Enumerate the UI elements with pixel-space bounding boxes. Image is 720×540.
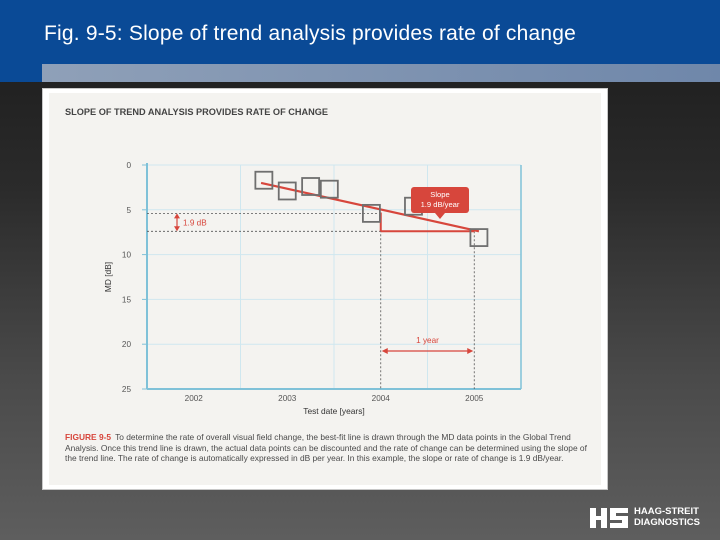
x-tick-label: 2003: [278, 394, 297, 403]
delta-db-label: 1.9 dB: [183, 218, 207, 227]
data-point: [361, 203, 381, 223]
slope-callout-pointer: [435, 213, 445, 219]
y-tick-label: 0: [126, 161, 131, 170]
slope-callout-box: [411, 187, 469, 213]
data-point: [277, 181, 297, 201]
figure-caption: FIGURE 9-5 To determine the rate of overa…: [65, 432, 589, 464]
slope-callout-line1: Slope: [430, 190, 449, 199]
y-tick-label: 5: [126, 206, 131, 215]
one-year-arrow-head-right: [467, 348, 474, 354]
axis-layer: 0 5 10 15 20 25 2002 2003 2004 2005 Test date [yea…: [103, 161, 522, 416]
one-year-arrow-head-left: [381, 348, 388, 354]
figure-heading: SLOPE OF TREND ANALYSIS PROVIDES RATE OF…: [65, 107, 328, 117]
data-point: [469, 228, 489, 247]
figure-inner: SLOPE OF TREND ANALYSIS PROVIDES RATE OF…: [49, 93, 601, 485]
figure-panel: SLOPE OF TREND ANALYSIS PROVIDES RATE OF…: [42, 88, 608, 490]
data-point: [301, 177, 321, 196]
trend-line: [260, 181, 480, 233]
y-tick-label: 25: [122, 385, 132, 394]
delta-db-arrow-top: [174, 213, 180, 219]
x-tick-label: 2004: [372, 394, 391, 403]
header-strip: [42, 64, 720, 82]
caption-text: To determine the rate of overall visual …: [65, 432, 587, 464]
slide-title: Fig. 9-5: Slope of trend analysis provid…: [44, 22, 577, 45]
y-tick-label: 15: [122, 295, 132, 304]
y-tick-label: 20: [122, 340, 132, 349]
caption-label: FIGURE 9-5: [65, 432, 112, 442]
trend-chart: SLOPE OF TREND ANALYSIS PROVIDES RATE OF…: [65, 107, 522, 416]
haag-streit-logo: HAAG-STREIT DIAGNOSTICS: [590, 506, 710, 532]
logo-line-2: DIAGNOSTICS: [634, 516, 700, 528]
one-year-label: 1 year: [416, 336, 439, 345]
data-point: [254, 170, 274, 190]
x-tick-label: 2005: [465, 394, 484, 403]
slope-callout-line2: 1.9 dB/year: [421, 200, 460, 209]
y-tick-label: 10: [122, 251, 132, 260]
hs-logo-icon: [590, 508, 628, 528]
guide-layer: [147, 212, 475, 389]
data-point: [319, 179, 339, 199]
y-axis-label: MD [dB]: [103, 262, 113, 292]
logo-text: HAAG-STREIT DIAGNOSTICS: [634, 506, 700, 528]
slide-header: Fig. 9-5: Slope of trend analysis provid…: [0, 0, 720, 82]
x-axis-label: Test date [years]: [303, 406, 364, 416]
delta-db-arrow-bottom: [174, 226, 180, 232]
logo-line-1: HAAG-STREIT: [634, 506, 699, 517]
x-tick-label: 2002: [185, 394, 204, 403]
